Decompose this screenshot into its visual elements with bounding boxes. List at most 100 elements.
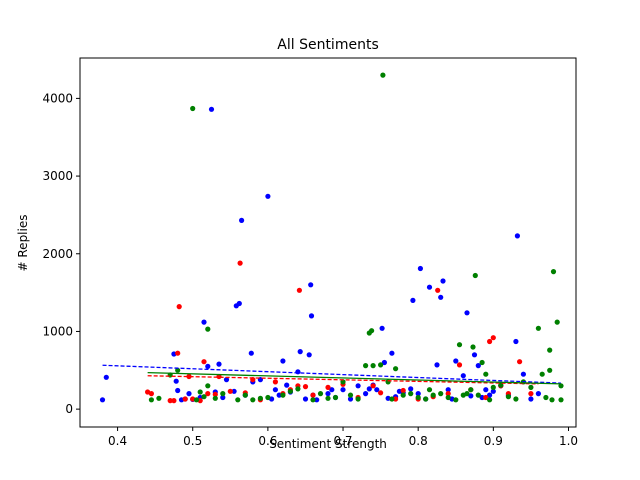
data-point	[456, 342, 463, 348]
data-point	[471, 352, 478, 358]
data-point	[220, 391, 226, 397]
data-point	[400, 392, 406, 398]
data-point	[302, 396, 309, 402]
data-point	[325, 384, 331, 390]
data-point	[389, 396, 395, 402]
data-point	[347, 392, 354, 398]
data-point	[175, 350, 181, 356]
y-tick-label: 0	[65, 402, 73, 416]
data-point	[549, 397, 555, 403]
data-point	[295, 369, 301, 375]
data-point	[295, 386, 301, 392]
data-point	[366, 386, 372, 392]
y-axis-label: # Replies	[16, 215, 30, 272]
data-point	[182, 396, 188, 402]
data-point	[547, 347, 553, 353]
data-point	[156, 395, 162, 401]
data-point	[284, 382, 290, 388]
data-point	[483, 371, 489, 377]
data-point	[329, 387, 335, 393]
data-point	[423, 396, 429, 402]
data-point	[242, 392, 248, 398]
data-point	[440, 278, 446, 284]
data-point	[314, 397, 320, 403]
data-point	[148, 391, 154, 397]
data-point	[417, 265, 423, 272]
data-point	[208, 106, 215, 112]
data-point	[355, 396, 361, 402]
data-point	[528, 396, 534, 402]
data-point	[380, 72, 386, 78]
data-point	[173, 378, 179, 384]
data-point	[520, 371, 527, 377]
data-point	[272, 379, 278, 385]
data-point	[272, 387, 278, 393]
data-point	[490, 335, 496, 341]
data-point	[487, 397, 493, 403]
x-tick-label: 0.4	[108, 434, 127, 448]
data-point	[434, 362, 440, 368]
data-point	[370, 363, 376, 369]
data-point	[470, 344, 476, 350]
data-point	[487, 338, 493, 345]
data-point	[498, 382, 504, 388]
x-tick-label: 0.5	[183, 434, 202, 448]
data-point	[236, 300, 242, 307]
data-point	[381, 359, 387, 366]
data-point	[410, 297, 416, 303]
data-point	[148, 397, 154, 403]
data-point	[464, 391, 470, 397]
data-point	[445, 394, 451, 401]
data-point	[547, 367, 553, 373]
data-point	[205, 383, 211, 389]
data-point	[257, 395, 263, 401]
plot-area	[80, 58, 576, 427]
data-point	[308, 282, 314, 288]
data-point	[223, 377, 230, 383]
data-point	[201, 359, 207, 365]
data-point	[453, 358, 459, 364]
data-point	[306, 352, 312, 358]
data-point	[369, 328, 375, 334]
data-point	[379, 325, 385, 331]
data-point	[535, 391, 542, 397]
data-point	[205, 363, 211, 369]
y-tick-label: 1000	[42, 324, 73, 338]
data-point	[539, 371, 545, 377]
x-axis-ticks: 0.4 0.5 0.6 0.7 0.8 0.9 1.0	[108, 427, 578, 448]
data-point	[265, 193, 271, 199]
plot-frame	[79, 57, 577, 428]
data-point	[370, 383, 376, 389]
data-point	[479, 394, 485, 401]
data-point	[167, 398, 173, 404]
data-point	[325, 395, 331, 401]
data-point	[99, 397, 106, 403]
y-tick-label: 3000	[42, 169, 73, 183]
data-point	[190, 105, 196, 112]
data-point	[456, 362, 463, 368]
data-point	[445, 387, 451, 393]
data-point	[347, 396, 354, 402]
data-point	[363, 363, 369, 369]
chart-title: All Sentiments	[277, 37, 378, 53]
x-tick-label: 0.6	[258, 434, 277, 448]
data-point	[212, 395, 218, 401]
data-point	[212, 391, 218, 397]
data-point	[175, 367, 181, 373]
data-point	[483, 394, 489, 401]
data-point	[400, 387, 406, 394]
data-point	[171, 398, 177, 404]
data-point	[325, 391, 331, 397]
data-point	[438, 294, 444, 300]
trend-line	[147, 375, 539, 385]
data-point	[528, 384, 534, 390]
data-point	[514, 233, 521, 239]
data-point	[464, 310, 470, 316]
data-point	[201, 319, 207, 325]
data-point	[408, 386, 414, 392]
data-point	[445, 391, 451, 397]
x-tick-label: 1.0	[559, 434, 578, 448]
data-point	[490, 384, 496, 390]
data-point	[186, 391, 192, 397]
data-point	[197, 389, 203, 395]
